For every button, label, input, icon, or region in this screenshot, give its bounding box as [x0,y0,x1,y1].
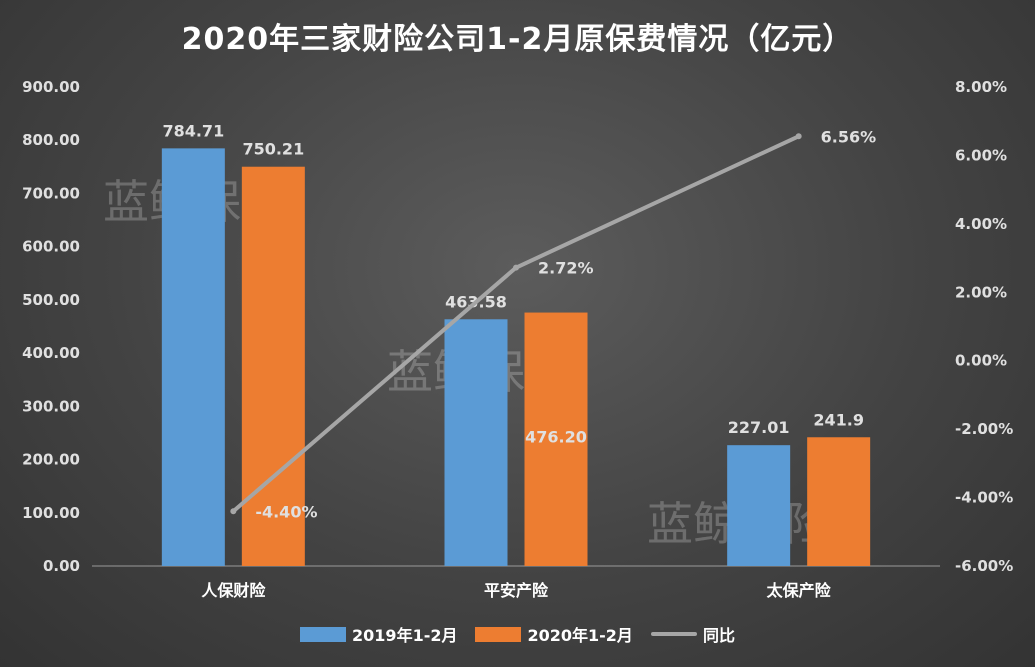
y-tick-label: 600.00 [22,238,80,256]
legend-swatch-2019 [300,626,347,642]
bar-2020 [807,437,871,566]
yoy-data-label: 2.72% [538,259,594,278]
data-label-2020: 241.9 [813,410,864,429]
y2-tick-label: -4.00% [955,489,1013,507]
bar-2019 [727,445,791,566]
legend-swatch-yoy [650,632,697,636]
y-tick-label: 700.00 [22,184,80,202]
chart-title: 2020年三家财险公司1-2月原保费情况（亿元） [181,22,854,57]
legend-swatch-2020 [475,626,522,642]
legend-label-yoy: 同比 [702,626,735,645]
y-tick-label: 500.00 [22,291,80,309]
yoy-data-label: -4.40% [255,502,317,521]
y-tick-label: 300.00 [22,397,80,415]
y2-tick-label: 8.00% [955,78,1007,96]
y2-tick-label: -2.00% [955,420,1013,438]
yoy-point [230,508,237,515]
y-tick-label: 0.00 [43,557,80,575]
bar-2019 [161,148,225,566]
yoy-point [513,264,519,271]
bar-2019 [444,319,508,566]
data-label-2020: 476.20 [525,428,587,447]
data-label-2019: 784.71 [162,121,224,140]
bar-2020 [241,166,305,567]
yoy-data-label: 6.56% [821,127,877,146]
y-tick-label: 200.00 [22,451,80,469]
yoy-line [232,134,800,513]
legend: 2019年1-2月 2020年1-2月 同比 [0,622,1035,646]
y2-tick-label: 4.00% [955,215,1007,233]
y2-tick-label: -6.00% [955,557,1013,575]
legend-item-yoy[interactable]: 同比 [650,622,735,646]
legend-item-2019[interactable]: 2019年1-2月 [300,622,457,646]
y2-tick-label: 2.00% [955,283,1007,301]
legend-label-2019: 2019年1-2月 [352,626,458,645]
y-tick-label: 400.00 [22,344,80,362]
x-tick-label: 太保产险 [766,581,832,600]
y-tick-label: 900.00 [22,78,80,96]
y2-tick-label: 6.00% [955,146,1007,164]
y-tick-label: 100.00 [22,504,80,522]
legend-item-2020[interactable]: 2020年1-2月 [475,622,633,646]
legend-label-2020: 2020年1-2月 [527,626,633,645]
y2-tick-label: 0.00% [955,352,1007,370]
x-tick-label: 平安产险 [484,581,549,600]
bar-2020 [524,312,588,566]
data-label-2019: 227.01 [728,418,790,437]
yoy-point [795,133,802,140]
y-tick-label: 800.00 [22,131,80,149]
x-tick-label: 人保财险 [201,581,266,600]
data-label-2020: 750.21 [242,140,304,159]
